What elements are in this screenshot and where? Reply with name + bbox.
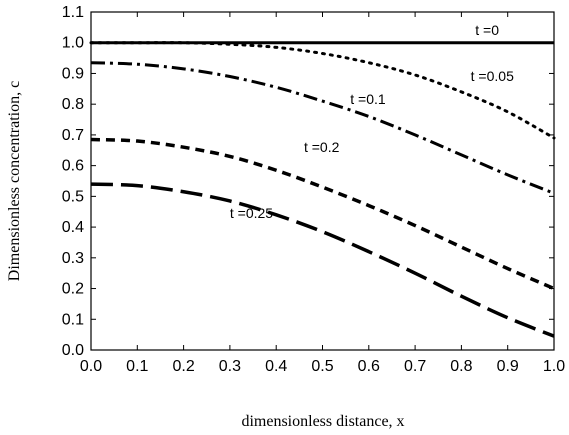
- series-line-t-0-25: [90, 182, 555, 338]
- x-tick-label: 0.6: [358, 358, 380, 375]
- y-tick-label: 0.9: [62, 65, 84, 82]
- curve-label: t =0.2: [304, 139, 340, 155]
- y-axis-title: Dimensionless concentration, c: [6, 81, 23, 281]
- y-tick-label: 0.1: [62, 311, 84, 328]
- x-tick-label: 0.5: [311, 358, 333, 375]
- curve-label: t =0.1: [350, 91, 386, 107]
- x-tick-label: 0.2: [172, 358, 194, 375]
- curve-label: t =0.25: [230, 205, 273, 221]
- y-tick-label: 1.0: [62, 35, 84, 52]
- x-tick-label: 0.7: [404, 358, 426, 375]
- x-axis-title: dimensionless distance, x: [241, 413, 404, 430]
- series-curves: [89, 41, 556, 338]
- y-tick-label: 0.3: [62, 250, 84, 267]
- y-tick-label: 1.1: [62, 4, 84, 21]
- x-tick-label: 0.4: [265, 358, 287, 375]
- curve-labels: t =0 t =0.05 t =0.1 t =0.2 t =0.25: [230, 22, 514, 221]
- y-tick-label: 0.4: [62, 219, 84, 236]
- series-line-t-0-05: [89, 41, 556, 140]
- plot-frame: [90, 11, 555, 351]
- y-tick-label: 0.8: [62, 96, 84, 113]
- series-line-t-0-2: [90, 137, 555, 291]
- y-tick-label: 0.5: [62, 188, 84, 205]
- y-tick-label: 0.6: [62, 158, 84, 175]
- curve-label: t =0.05: [471, 68, 514, 84]
- y-tick-label: 0.2: [62, 281, 84, 298]
- x-tick-label: 1.0: [543, 358, 565, 375]
- x-tick-label: 0.1: [126, 358, 148, 375]
- y-tick-label: 0.0: [62, 342, 84, 359]
- curve-label: t =0: [475, 22, 499, 38]
- x-tick-label: 0.0: [80, 358, 102, 375]
- x-tick-label: 0.8: [450, 358, 472, 375]
- x-tick-label: 0.3: [219, 358, 241, 375]
- axis-ticks: 0.0 0.1 0.2 0.3 0.4 0.5 0.6 0.7 0.8 0.9 1.0 0.0 0.1 0…: [62, 4, 565, 375]
- series-line-t-0-1: [90, 61, 555, 195]
- y-tick-label: 0.7: [62, 127, 84, 144]
- x-tick-label: 0.9: [497, 358, 519, 375]
